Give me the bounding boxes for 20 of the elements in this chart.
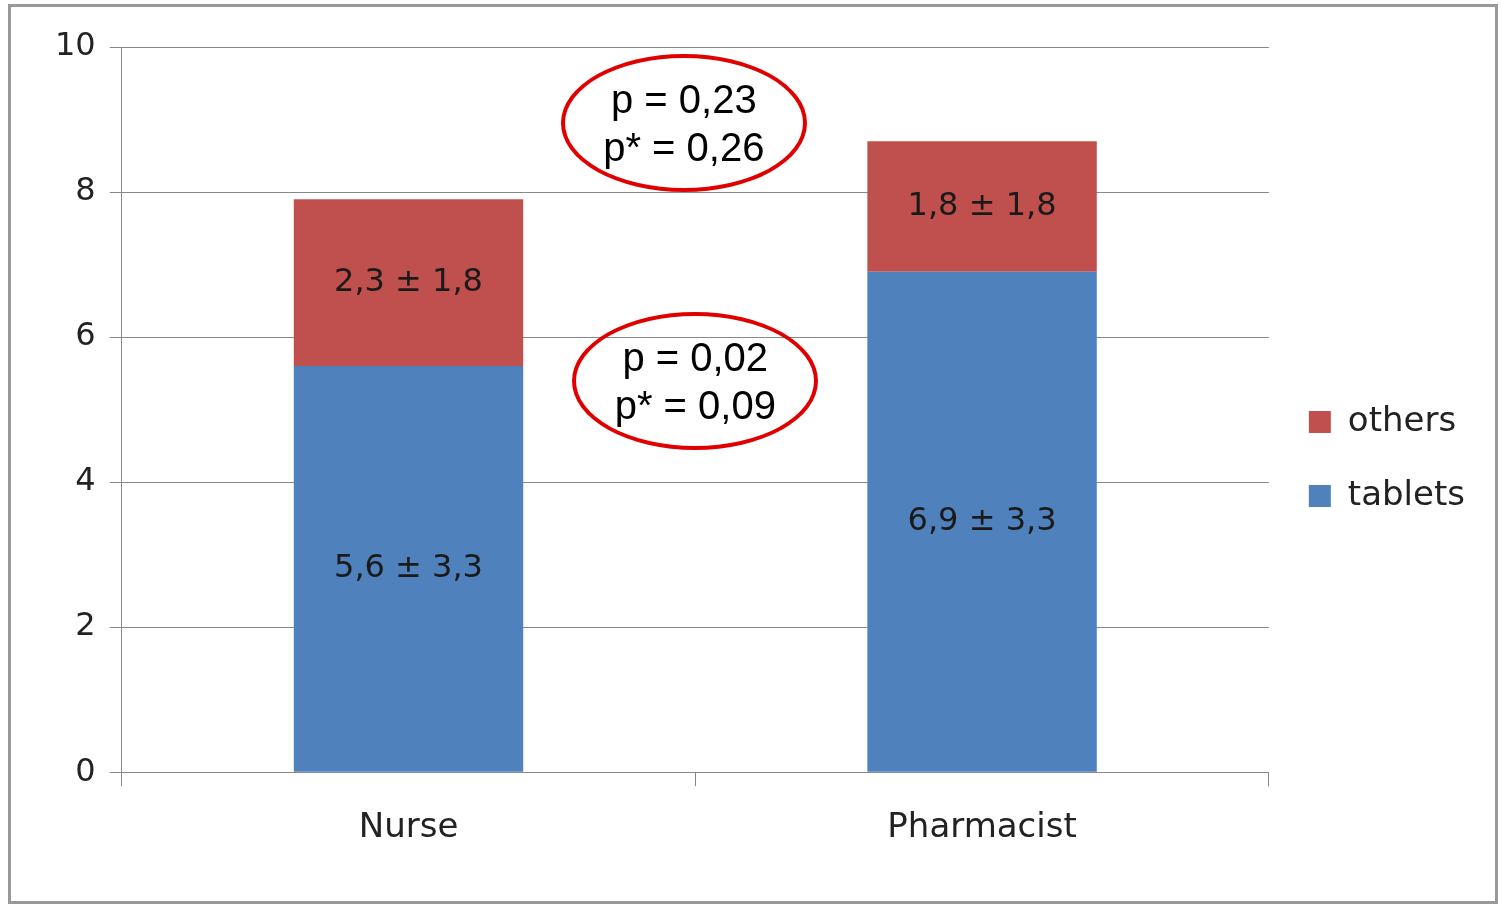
data-label: 5,6 ± 3,3 bbox=[334, 547, 483, 586]
data-label: 1,8 ± 1,8 bbox=[907, 184, 1057, 223]
legend-label: others bbox=[1347, 398, 1457, 439]
x-tick-label: Pharmacist bbox=[887, 805, 1077, 846]
bar bbox=[293, 366, 524, 772]
y-tick-label: 6 bbox=[75, 315, 96, 354]
y-tick-label: 10 bbox=[55, 25, 96, 64]
y-tick-label: 8 bbox=[75, 170, 96, 209]
data-label: 6,9 ± 3,3 bbox=[907, 500, 1057, 539]
bar bbox=[867, 271, 1097, 772]
annotation: p = 0,02 p* = 0,09 bbox=[614, 333, 776, 429]
annotation: p = 0,23 p* = 0,26 bbox=[603, 76, 765, 172]
legend-label: tablets bbox=[1347, 472, 1466, 513]
bar bbox=[293, 199, 524, 367]
y-tick-label: 4 bbox=[75, 460, 96, 499]
bar bbox=[867, 141, 1097, 272]
data-label: 2,3 ± 1,8 bbox=[334, 261, 483, 299]
y-tick-label: 0 bbox=[75, 750, 96, 789]
x-tick-label: Nurse bbox=[358, 805, 459, 846]
y-tick-label: 2 bbox=[75, 605, 96, 644]
